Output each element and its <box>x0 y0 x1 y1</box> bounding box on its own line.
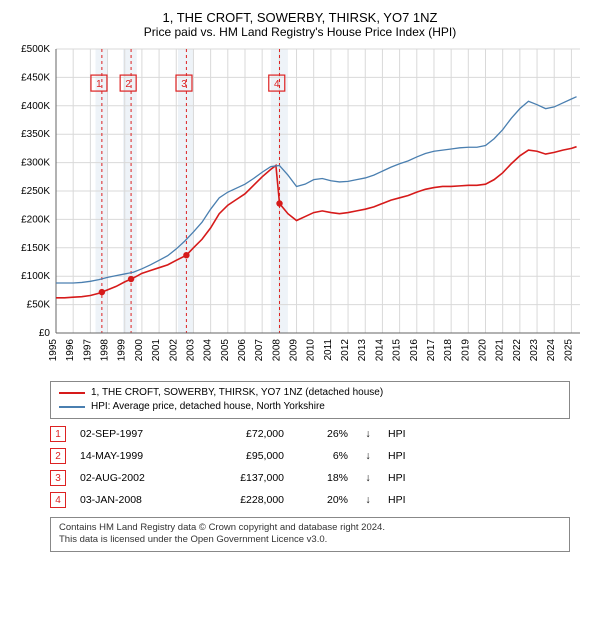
transaction-row: 3 02-AUG-2002 £137,000 18% ↓ HPI <box>50 467 570 489</box>
legend-label: 1, THE CROFT, SOWERBY, THIRSK, YO7 1NZ (… <box>91 386 383 400</box>
svg-text:1996: 1996 <box>65 339 76 362</box>
svg-text:2006: 2006 <box>237 339 248 362</box>
svg-text:2016: 2016 <box>409 339 420 362</box>
footnote-line-2: This data is licensed under the Open Gov… <box>59 534 561 546</box>
chart-svg: £0 £50K £100K £150K £200K £250K £300K £350K £400… <box>10 45 590 375</box>
svg-text:1: 1 <box>96 79 102 90</box>
tx-marker-box: 3 <box>50 470 66 486</box>
svg-text:2010: 2010 <box>306 339 317 362</box>
down-arrow-icon: ↓ <box>362 494 374 506</box>
svg-text:2007: 2007 <box>254 339 265 362</box>
svg-text:1995: 1995 <box>48 339 59 362</box>
svg-text:£200K: £200K <box>21 214 50 225</box>
svg-text:£300K: £300K <box>21 158 50 169</box>
svg-text:2015: 2015 <box>392 339 403 362</box>
svg-text:3: 3 <box>181 79 187 90</box>
footnote-line-1: Contains HM Land Registry data © Crown c… <box>59 522 561 534</box>
down-arrow-icon: ↓ <box>362 428 374 440</box>
svg-text:2011: 2011 <box>323 339 334 361</box>
footnote: Contains HM Land Registry data © Crown c… <box>50 517 570 552</box>
tx-marker-box: 2 <box>50 448 66 464</box>
tx-price: £228,000 <box>204 494 284 506</box>
svg-text:2000: 2000 <box>134 339 145 362</box>
svg-text:2018: 2018 <box>443 339 454 362</box>
transaction-row: 1 02-SEP-1997 £72,000 26% ↓ HPI <box>50 423 570 445</box>
svg-text:2004: 2004 <box>203 339 214 362</box>
tx-marker-box: 1 <box>50 426 66 442</box>
tx-marker-box: 4 <box>50 492 66 508</box>
down-arrow-icon: ↓ <box>362 472 374 484</box>
tx-date: 02-SEP-1997 <box>80 428 190 440</box>
chart-area: £0 £50K £100K £150K £200K £250K £300K £350K £400… <box>10 45 590 375</box>
transaction-row: 2 14-MAY-1999 £95,000 6% ↓ HPI <box>50 445 570 467</box>
tx-pct: 20% <box>298 494 348 506</box>
svg-text:£100K: £100K <box>21 271 50 282</box>
svg-text:£50K: £50K <box>27 300 51 311</box>
transaction-table: 1 02-SEP-1997 £72,000 26% ↓ HPI 2 14-MAY-1999 £9… <box>50 423 570 511</box>
legend-swatch <box>59 392 85 394</box>
svg-text:1999: 1999 <box>117 339 128 362</box>
legend-label: HPI: Average price, detached house, Nort… <box>91 400 325 414</box>
svg-text:2005: 2005 <box>220 339 231 362</box>
svg-text:£250K: £250K <box>21 186 50 197</box>
legend-swatch <box>59 406 85 408</box>
chart-title-block: 1, THE CROFT, SOWERBY, THIRSK, YO7 1NZ P… <box>10 10 590 39</box>
tx-pct: 26% <box>298 428 348 440</box>
down-arrow-icon: ↓ <box>362 450 374 462</box>
svg-text:2008: 2008 <box>271 339 282 362</box>
svg-text:2: 2 <box>125 79 131 90</box>
svg-text:1998: 1998 <box>100 339 111 362</box>
tx-pct: 6% <box>298 450 348 462</box>
title-line-2: Price paid vs. HM Land Registry's House … <box>10 25 590 39</box>
svg-text:2014: 2014 <box>374 339 385 362</box>
tx-price: £72,000 <box>204 428 284 440</box>
svg-text:2001: 2001 <box>151 339 162 362</box>
tx-hpi-label: HPI <box>388 450 418 462</box>
tx-price: £95,000 <box>204 450 284 462</box>
tx-hpi-label: HPI <box>388 472 418 484</box>
svg-text:£0: £0 <box>39 328 51 339</box>
svg-text:1997: 1997 <box>82 339 93 362</box>
tx-date: 14-MAY-1999 <box>80 450 190 462</box>
svg-text:2020: 2020 <box>478 339 489 362</box>
svg-text:2003: 2003 <box>185 339 196 362</box>
svg-text:2021: 2021 <box>495 339 506 362</box>
svg-text:2022: 2022 <box>512 339 523 362</box>
svg-text:£500K: £500K <box>21 45 50 55</box>
svg-text:£450K: £450K <box>21 72 50 83</box>
svg-text:2012: 2012 <box>340 339 351 362</box>
tx-hpi-label: HPI <box>388 428 418 440</box>
svg-text:2009: 2009 <box>289 339 300 362</box>
tx-hpi-label: HPI <box>388 494 418 506</box>
title-line-1: 1, THE CROFT, SOWERBY, THIRSK, YO7 1NZ <box>10 10 590 25</box>
svg-text:£400K: £400K <box>21 101 50 112</box>
legend-row: HPI: Average price, detached house, Nort… <box>59 400 561 414</box>
svg-text:2023: 2023 <box>529 339 540 362</box>
svg-text:2024: 2024 <box>546 339 557 362</box>
svg-text:2017: 2017 <box>426 339 437 362</box>
legend-row: 1, THE CROFT, SOWERBY, THIRSK, YO7 1NZ (… <box>59 386 561 400</box>
legend: 1, THE CROFT, SOWERBY, THIRSK, YO7 1NZ (… <box>50 381 570 419</box>
tx-pct: 18% <box>298 472 348 484</box>
svg-text:£350K: £350K <box>21 129 50 140</box>
svg-text:2025: 2025 <box>563 339 574 362</box>
svg-text:£150K: £150K <box>21 243 50 254</box>
svg-text:2019: 2019 <box>460 339 471 362</box>
tx-date: 03-JAN-2008 <box>80 494 190 506</box>
svg-text:2002: 2002 <box>168 339 179 362</box>
tx-date: 02-AUG-2002 <box>80 472 190 484</box>
tx-price: £137,000 <box>204 472 284 484</box>
svg-text:2013: 2013 <box>357 339 368 362</box>
svg-text:4: 4 <box>274 79 280 90</box>
transaction-row: 4 03-JAN-2008 £228,000 20% ↓ HPI <box>50 489 570 511</box>
